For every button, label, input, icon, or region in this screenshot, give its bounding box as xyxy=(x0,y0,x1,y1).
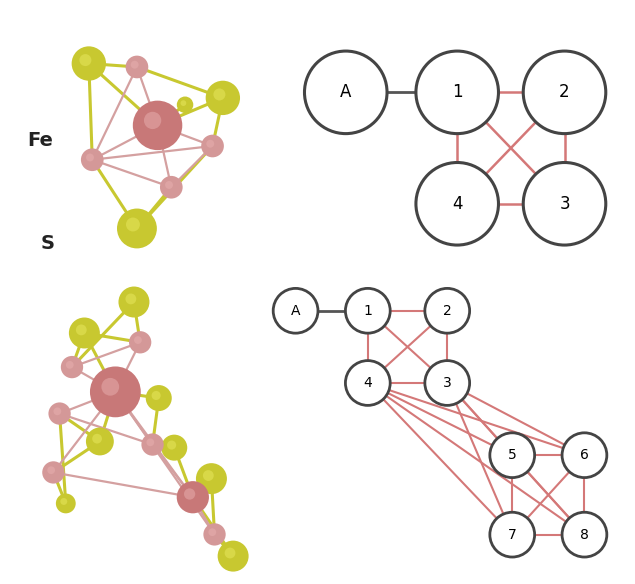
Circle shape xyxy=(206,81,240,115)
Circle shape xyxy=(142,433,164,456)
Circle shape xyxy=(86,427,114,456)
Circle shape xyxy=(76,325,87,335)
Circle shape xyxy=(102,378,119,396)
Text: Fe: Fe xyxy=(27,131,53,150)
Circle shape xyxy=(273,288,318,333)
Text: 4: 4 xyxy=(363,376,372,390)
Circle shape xyxy=(146,385,171,411)
Circle shape xyxy=(147,439,154,446)
Circle shape xyxy=(119,287,149,318)
Circle shape xyxy=(43,461,65,484)
Circle shape xyxy=(177,481,209,513)
Circle shape xyxy=(86,154,94,161)
Text: 8: 8 xyxy=(580,527,589,541)
Text: 6: 6 xyxy=(580,448,589,462)
Circle shape xyxy=(48,402,70,425)
Circle shape xyxy=(79,54,91,66)
Circle shape xyxy=(416,51,498,134)
Circle shape xyxy=(131,61,138,69)
Circle shape xyxy=(196,463,227,494)
Circle shape xyxy=(180,100,186,106)
Circle shape xyxy=(61,356,83,378)
Circle shape xyxy=(66,361,74,369)
Circle shape xyxy=(69,318,100,349)
Text: 2: 2 xyxy=(559,84,570,102)
Circle shape xyxy=(117,208,157,248)
Circle shape xyxy=(345,360,390,405)
Circle shape xyxy=(161,434,187,461)
Circle shape xyxy=(305,51,387,134)
Text: S: S xyxy=(41,234,55,253)
Circle shape xyxy=(523,162,606,245)
Circle shape xyxy=(225,548,236,558)
Circle shape xyxy=(206,140,214,148)
Text: 1: 1 xyxy=(363,304,372,318)
Circle shape xyxy=(213,88,225,100)
Text: A: A xyxy=(291,304,300,318)
Circle shape xyxy=(490,512,535,557)
Text: 2: 2 xyxy=(443,304,451,318)
Circle shape xyxy=(92,434,102,444)
Circle shape xyxy=(345,288,390,333)
Circle shape xyxy=(425,360,470,405)
Circle shape xyxy=(203,470,214,481)
Circle shape xyxy=(47,466,55,474)
Circle shape xyxy=(165,181,173,189)
Circle shape xyxy=(562,433,607,478)
Circle shape xyxy=(56,493,76,513)
Circle shape xyxy=(490,433,535,478)
Circle shape xyxy=(81,148,104,171)
Circle shape xyxy=(160,176,183,199)
Circle shape xyxy=(184,488,195,500)
Text: 5: 5 xyxy=(508,448,517,462)
Text: 7: 7 xyxy=(508,527,517,541)
Circle shape xyxy=(425,288,470,333)
Circle shape xyxy=(218,541,249,572)
Circle shape xyxy=(126,217,140,231)
Circle shape xyxy=(152,391,161,400)
Text: 3: 3 xyxy=(559,195,570,213)
Circle shape xyxy=(562,512,607,557)
Circle shape xyxy=(203,523,225,545)
Circle shape xyxy=(133,100,182,150)
Circle shape xyxy=(60,498,67,505)
Circle shape xyxy=(177,96,193,113)
Circle shape xyxy=(201,135,224,157)
Circle shape xyxy=(134,336,142,344)
Circle shape xyxy=(523,51,606,134)
Circle shape xyxy=(416,162,498,245)
Circle shape xyxy=(126,55,149,78)
Circle shape xyxy=(72,46,106,81)
Circle shape xyxy=(167,440,176,450)
Circle shape xyxy=(90,367,141,418)
Circle shape xyxy=(129,331,151,353)
Text: 3: 3 xyxy=(443,376,451,390)
Text: 4: 4 xyxy=(452,195,462,213)
Circle shape xyxy=(53,408,61,415)
Text: A: A xyxy=(340,84,351,102)
Text: 1: 1 xyxy=(452,84,462,102)
Circle shape xyxy=(208,529,216,536)
Circle shape xyxy=(126,294,137,304)
Circle shape xyxy=(144,112,161,129)
